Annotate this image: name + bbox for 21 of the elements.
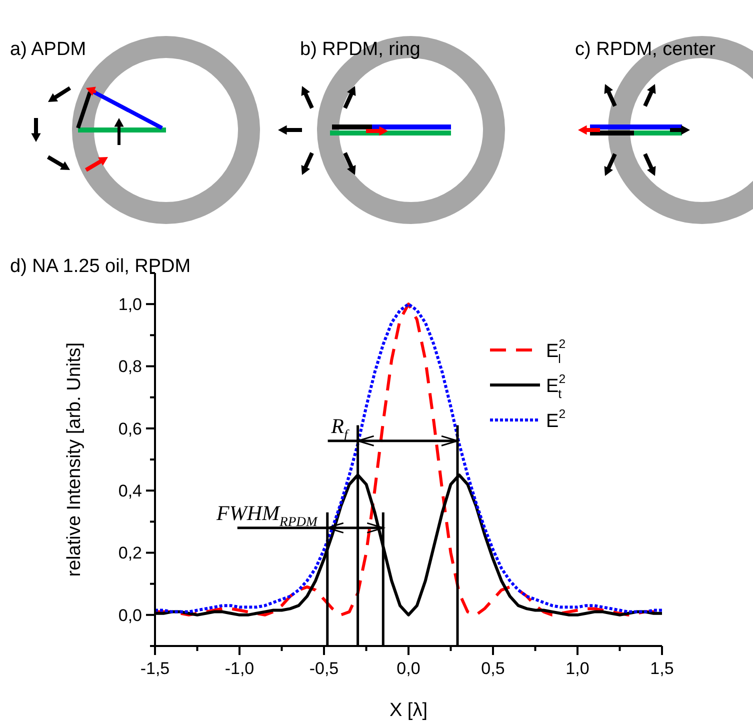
x-tick-label: -1,5 — [140, 659, 170, 678]
x-tick-label: 1,5 — [650, 659, 674, 678]
x-tick-label: 1,0 — [566, 659, 590, 678]
y-tick-label: 0,0 — [118, 606, 142, 625]
legend-label: E$^{2}$ — [546, 407, 566, 432]
y-axis-title: relative Intensity [arb. Units] — [64, 342, 85, 577]
y-tick-label: 0,4 — [118, 482, 142, 501]
text: a) APDM — [10, 39, 86, 60]
text: c) RPDM, center — [575, 39, 716, 60]
text: b) RPDM, ring — [300, 39, 420, 60]
x-tick-label: -1,0 — [224, 659, 254, 678]
annotation: FWHM$_{RPDM}$ — [216, 500, 318, 530]
x-axis-title: X [λ] — [389, 700, 428, 721]
chart-title: d) NA 1.25 oil, RPDM — [10, 256, 191, 277]
x-tick-label: -0,5 — [309, 659, 339, 678]
x-tick-label: 0,5 — [481, 659, 505, 678]
y-tick-label: 0,6 — [118, 419, 142, 438]
y-tick-label: 1,0 — [118, 295, 142, 314]
x-tick-label: 0,0 — [396, 659, 420, 678]
y-tick-label: 0,8 — [118, 357, 142, 376]
y-tick-label: 0,2 — [118, 544, 142, 563]
